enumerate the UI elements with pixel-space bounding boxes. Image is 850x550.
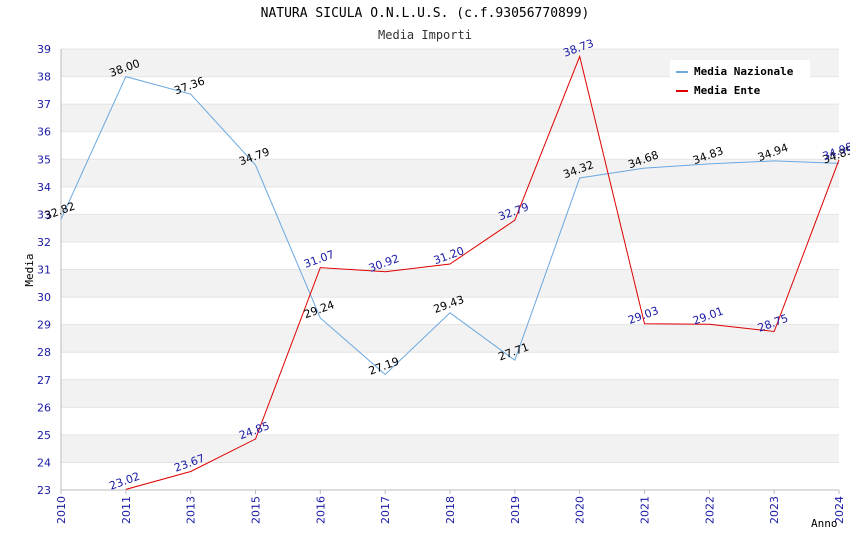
x-tick-labels: 2010 2011 2013 2015 2016 2017 2018 2019 2020 2021… xyxy=(55,490,846,524)
y-tick-label: 38 xyxy=(37,71,51,84)
x-tick-label: 2011 xyxy=(120,496,133,524)
y-tick-label: 24 xyxy=(37,456,51,469)
x-tick-label: 2023 xyxy=(768,496,781,524)
grid-band xyxy=(61,324,839,353)
x-tick-label: 2017 xyxy=(379,496,392,524)
x-tick-label: 2022 xyxy=(703,496,716,524)
x-tick-label: 2020 xyxy=(574,496,587,524)
x-tick-label: 2021 xyxy=(639,496,652,524)
x-tick-label: 2016 xyxy=(314,496,327,524)
y-tick-label: 27 xyxy=(37,374,51,387)
x-axis-label: Anno xyxy=(811,517,838,530)
y-tick-label: 26 xyxy=(37,401,51,414)
grid-band xyxy=(61,434,839,463)
grid-band xyxy=(61,269,839,298)
y-tick-label: 28 xyxy=(37,346,51,359)
grid-bands xyxy=(61,48,839,491)
series-line-media-nazionale xyxy=(60,76,840,376)
grid-band xyxy=(61,462,839,490)
series-lines xyxy=(60,54,840,490)
y-tick-label: 29 xyxy=(37,319,51,332)
legend-label-nazionale: Media Nazionale xyxy=(694,65,794,78)
grid-band xyxy=(61,407,839,435)
grid-band xyxy=(61,131,839,160)
y-tick-label: 25 xyxy=(37,429,51,442)
y-tick-label: 35 xyxy=(37,153,51,166)
y-tick-label: 34 xyxy=(37,181,51,194)
x-tick-label: 2024 xyxy=(833,496,846,524)
y-tick-label: 32 xyxy=(37,236,51,249)
series-line-media-ente xyxy=(125,54,840,490)
grid-band xyxy=(61,104,839,132)
x-tick-label: 2018 xyxy=(444,496,457,524)
y-tick-label: 31 xyxy=(37,264,51,277)
y-axis-label: Media xyxy=(23,253,36,286)
legend-label-ente: Media Ente xyxy=(694,84,761,97)
y-tick-label: 33 xyxy=(37,208,51,221)
chart-subtitle: Media Importi xyxy=(378,28,472,42)
y-tick-labels: 23 24 25 26 27 28 29 30 31 32 33 34 35 36 37 38 39 xyxy=(37,43,51,497)
grid-band xyxy=(61,379,839,408)
grid-band xyxy=(61,241,839,270)
grid-band xyxy=(61,352,839,380)
grid-band xyxy=(61,186,839,215)
y-tick-label: 36 xyxy=(37,126,51,139)
x-tick-label: 2019 xyxy=(509,496,522,524)
grid-band xyxy=(61,297,839,325)
y-tick-label: 37 xyxy=(37,98,51,111)
x-tick-label: 2013 xyxy=(185,496,198,524)
x-tick-label: 2010 xyxy=(55,496,68,524)
y-tick-label: 39 xyxy=(37,43,51,56)
legend: Media Nazionale Media Ente xyxy=(670,60,810,102)
grid-band xyxy=(61,214,839,242)
chart-title: NATURA SICULA O.N.L.U.S. (c.f.9305677089… xyxy=(260,6,590,21)
x-tick-label: 2015 xyxy=(250,496,263,524)
y-tick-label: 30 xyxy=(37,291,51,304)
y-tick-label: 23 xyxy=(37,484,51,497)
